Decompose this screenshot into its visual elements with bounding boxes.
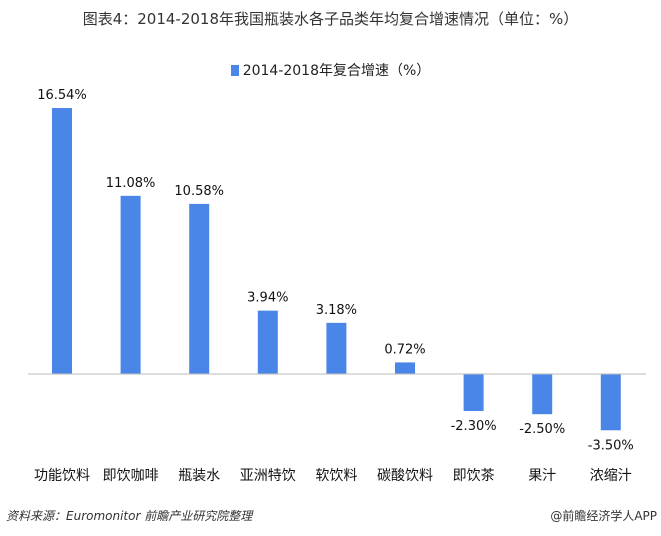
bar xyxy=(532,374,553,415)
legend-swatch xyxy=(230,65,239,76)
data-label: -2.30% xyxy=(451,419,497,434)
x-tick-label: 碳酸饮料 xyxy=(377,468,433,484)
data-label: 3.94% xyxy=(247,291,288,306)
bar xyxy=(600,374,621,431)
x-tick-label: 瓶装水 xyxy=(178,468,220,484)
data-label: 11.08% xyxy=(106,176,156,191)
x-tick-label: 浓缩汁 xyxy=(590,468,632,484)
bar xyxy=(326,322,347,374)
bar xyxy=(257,310,278,374)
bar xyxy=(189,203,210,374)
data-label: 16.54% xyxy=(37,88,87,103)
data-label: -2.50% xyxy=(519,422,565,437)
bar xyxy=(463,374,484,411)
x-tick-label: 即饮茶 xyxy=(453,468,495,484)
x-tick-label: 功能饮料 xyxy=(34,468,90,484)
bar xyxy=(120,195,141,374)
data-label: -3.50% xyxy=(588,438,634,453)
data-label: 0.72% xyxy=(384,342,425,357)
x-tick-label: 亚洲特饮 xyxy=(240,468,296,484)
bar xyxy=(395,362,415,374)
bar xyxy=(52,108,72,374)
legend: 2014-2018年复合增速（%） xyxy=(0,60,661,80)
credit: @前瞻经济学人APP xyxy=(550,509,657,523)
data-label: 3.18% xyxy=(316,303,357,318)
x-tick-label: 软饮料 xyxy=(315,468,357,484)
source-note: 资料来源：Euromonitor 前瞻产业研究院整理 xyxy=(6,509,253,523)
data-label: 10.58% xyxy=(174,184,224,199)
legend-label: 2014-2018年复合增速（%） xyxy=(242,63,431,79)
chart-title: 图表4：2014-2018年我国瓶装水各子品类年均复合增速情况（单位：%） xyxy=(82,10,579,28)
x-tick-label: 果汁 xyxy=(528,468,556,484)
x-tick-label: 即饮咖啡 xyxy=(103,468,159,484)
